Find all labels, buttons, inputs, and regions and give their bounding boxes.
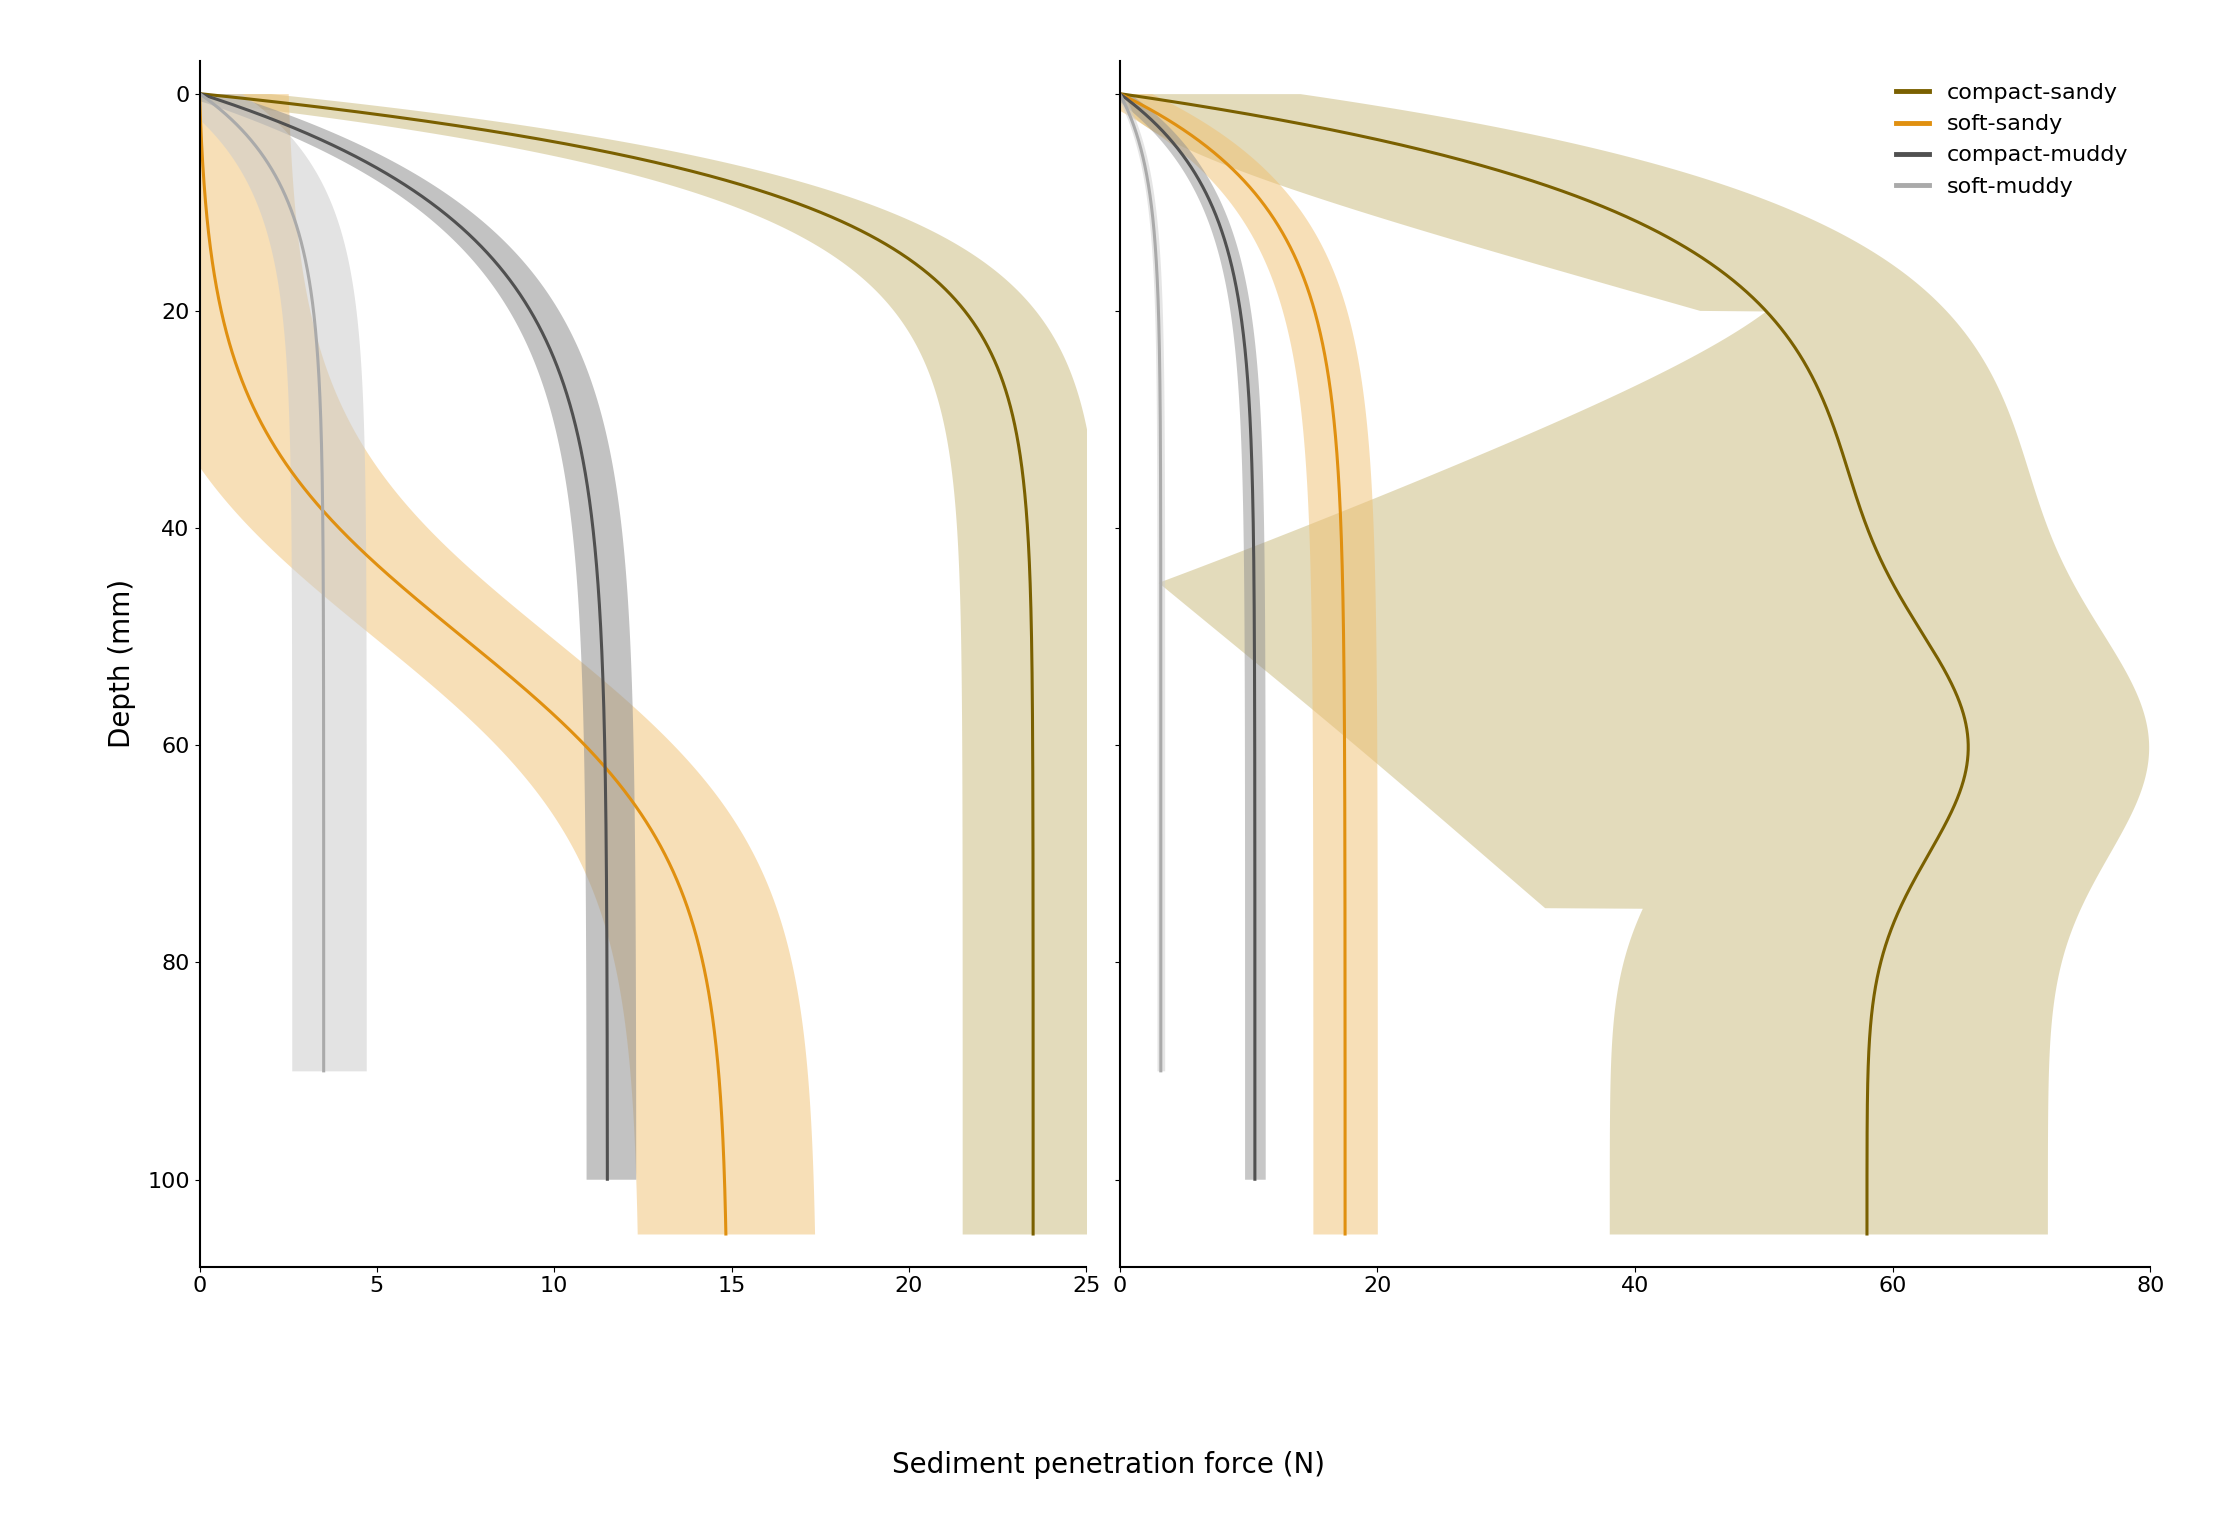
- Text: Sediment penetration force (N): Sediment penetration force (N): [891, 1451, 1326, 1479]
- Legend: compact-sandy, soft-sandy, compact-muddy, soft-muddy: compact-sandy, soft-sandy, compact-muddy…: [1884, 72, 2139, 208]
- Y-axis label: Depth (mm): Depth (mm): [109, 580, 135, 748]
